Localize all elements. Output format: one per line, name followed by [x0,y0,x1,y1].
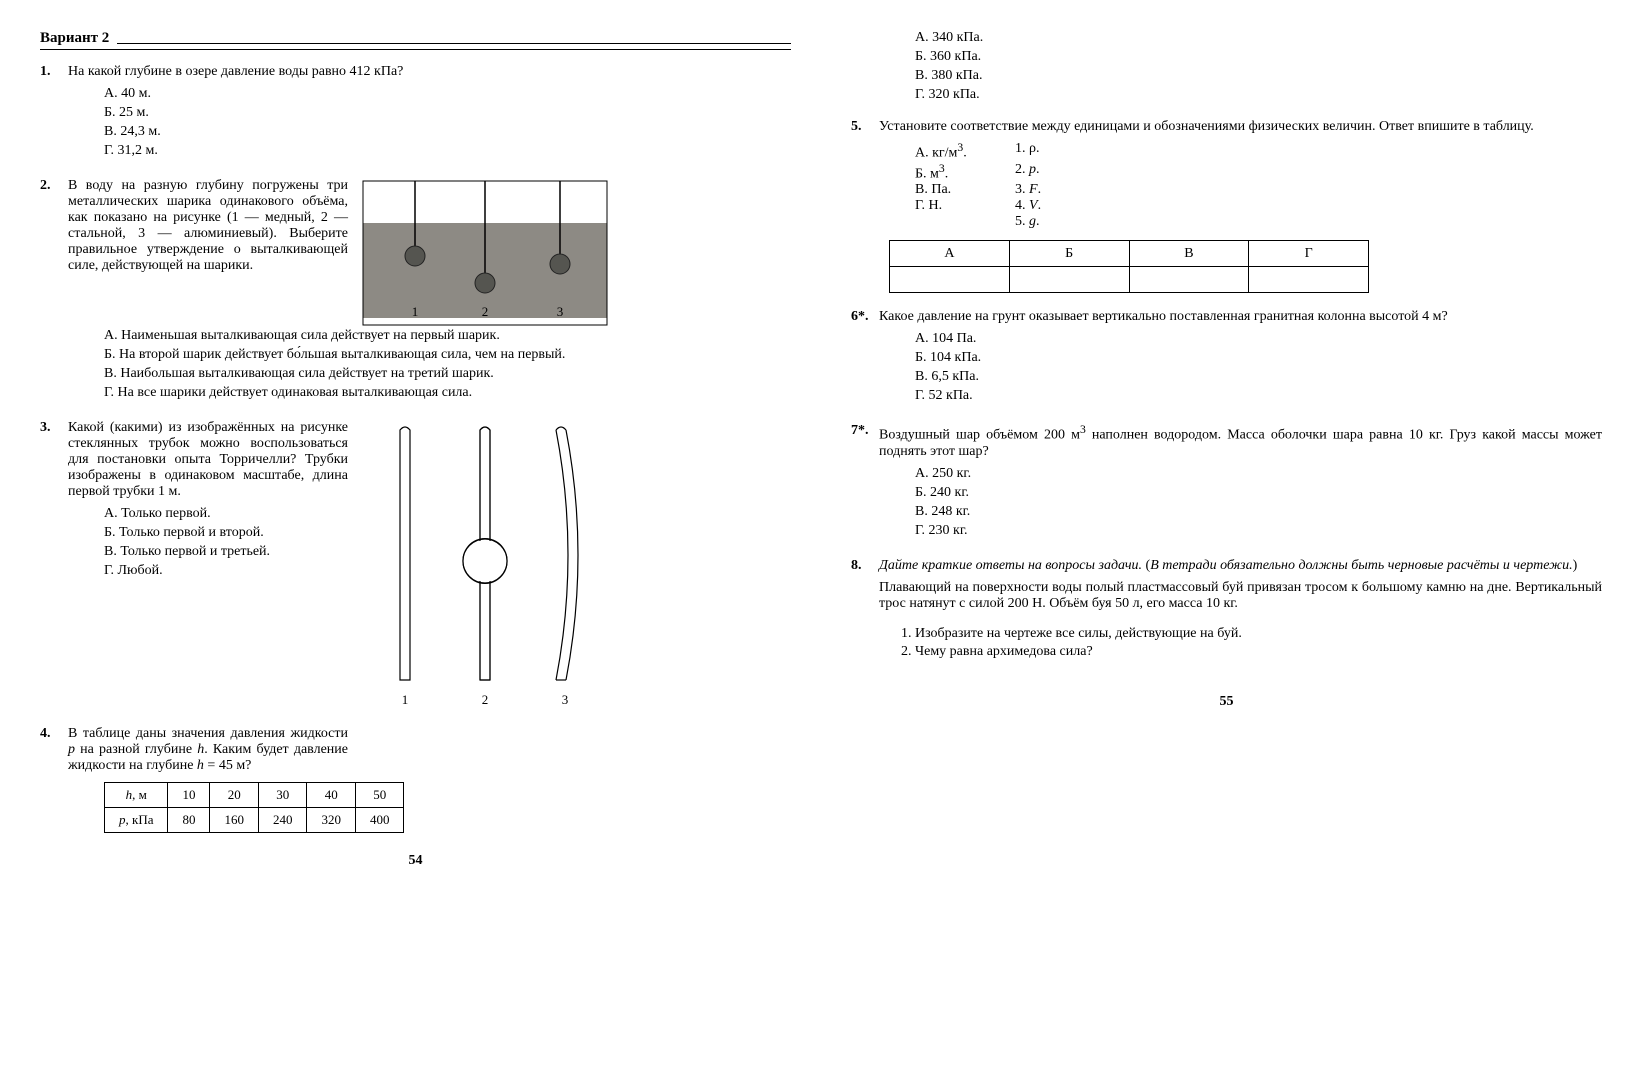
question-3: 3. Какой (какими) из изображённых на рис… [40,420,791,710]
q8-prompt: Дайте краткие ответы на вопросы задачи. … [879,558,1602,574]
q5-text: Установите соответствие между единицами … [879,119,1602,135]
q6-opt-d: Г. 52 кПа. [915,388,1602,404]
q6-opt-b: Б. 104 кПа. [915,350,1602,366]
q6-opt-c: В. 6,5 кПа. [915,369,1602,385]
q5-right-2: 2. p. [1015,162,1040,183]
q1-num: 1. [40,64,68,162]
variant-header: Вариант 2 [40,30,791,50]
q4-table: h, м 10 20 30 40 50 p, кПа 80 160 240 32… [104,782,404,833]
svg-text:1: 1 [412,304,419,319]
question-5: 5. Установите соответствие между единица… [851,119,1602,293]
question-7: 7*. Воздушный шар объёмом 200 м3 наполне… [851,423,1602,542]
q5-answer-table: А Б В Г [889,240,1369,293]
q3-text: Какой (какими) из изображённых на рисунк… [68,420,348,500]
q5-right-1: 1. ρ. [1015,141,1040,162]
q2-figure: 1 2 3 [360,178,791,328]
q1-opt-c: В. 24,3 м. [104,124,791,140]
q7-opt-d: Г. 230 кг. [915,523,1602,539]
q3-opt-a: А. Только первой. [104,506,348,522]
q1-opt-d: Г. 31,2 м. [104,143,791,159]
q5-left-d: Г. Н. [915,198,1015,214]
q4-text: В таблице даны значения давления жидкост… [68,726,348,774]
q1-opt-b: Б. 25 м. [104,105,791,121]
question-1: 1. На какой глубине в озере давление вод… [40,64,791,162]
q4-p-label: p, кПа [105,808,168,833]
svg-text:2: 2 [482,304,489,319]
q4-h-label: h, м [105,783,168,808]
svg-text:3: 3 [557,304,564,319]
page-left: Вариант 2 1. На какой глубине в озере да… [40,30,791,869]
q5-hdr-d: Г [1249,241,1369,267]
q5-left-b: Б. м3. [915,162,1015,183]
svg-text:3: 3 [562,692,569,707]
q2-num: 2. [40,178,68,404]
q8-subquestions: Изобразите на чертеже все силы, действую… [879,626,1602,660]
q6-num: 6*. [851,309,879,407]
q5-right-3: 3. F. [1015,182,1041,198]
q5-ans-a[interactable] [890,267,1010,293]
q4-num: 4. [40,726,68,833]
q5-hdr-a: А [890,241,1010,267]
q3-figure: 1 2 3 [360,420,791,710]
q1-text: На какой глубине в озере давление воды р… [68,64,791,80]
q2-opt-b: Б. На второй шарик действует бо́льшая вы… [104,347,791,363]
q8-text: Плавающий на поверхности воды полый плас… [879,580,1602,612]
q1-opt-a: А. 40 м. [104,86,791,102]
q2-opt-c: В. Наибольшая выталкивающая сила действу… [104,366,791,382]
page-num-left: 54 [40,853,791,869]
q6-text: Какое давление на грунт оказывает вертик… [879,309,1602,325]
variant-label: Вариант 2 [40,30,109,47]
q5-hdr-b: Б [1009,241,1129,267]
q5-ans-c[interactable] [1129,267,1249,293]
question-6: 6*. Какое давление на грунт оказывает ве… [851,309,1602,407]
q4-opt-c: В. 380 кПа. [915,68,1602,84]
svg-text:2: 2 [482,692,489,707]
q2-opt-d: Г. На все шарики действует одинаковая вы… [104,385,791,401]
q3-opt-d: Г. Любой. [104,563,348,579]
q7-opt-b: Б. 240 кг. [915,485,1602,501]
question-4: 4. В таблице даны значения давления жидк… [40,726,791,833]
q8-num: 8. [851,558,879,674]
q8-sub1: Изобразите на чертеже все силы, действую… [915,626,1602,642]
q3-num: 3. [40,420,68,710]
q5-hdr-c: В [1129,241,1249,267]
q7-opt-c: В. 248 кг. [915,504,1602,520]
q4-opt-b: Б. 360 кПа. [915,49,1602,65]
q5-right-4: 4. V. [1015,198,1041,214]
q2-opt-a: А. Наименьшая выталкивающая сила действу… [104,328,791,344]
q5-left-a: А. кг/м3. [915,141,1015,162]
q6-opt-a: А. 104 Па. [915,331,1602,347]
q5-num: 5. [851,119,879,293]
q5-ans-d[interactable] [1249,267,1369,293]
page-right: А. 340 кПа. Б. 360 кПа. В. 380 кПа. Г. 3… [851,30,1602,869]
q7-num: 7*. [851,423,879,542]
svg-text:1: 1 [402,692,409,707]
q5-left-c: В. Па. [915,182,1015,198]
question-8: 8. Дайте краткие ответы на вопросы задач… [851,558,1602,674]
q5-ans-b[interactable] [1009,267,1129,293]
page-num-right: 55 [851,694,1602,710]
q4-opt-d: Г. 320 кПа. [915,87,1602,103]
question-2: 2. В воду на разную глубину погружены тр… [40,178,791,404]
q3-opt-b: Б. Только первой и второй. [104,525,348,541]
q7-text: Воздушный шар объёмом 200 м3 наполнен во… [879,423,1602,460]
q8-sub2: Чему равна архимедова сила? [915,644,1602,660]
q4-opt-a: А. 340 кПа. [915,30,1602,46]
q3-opt-c: В. Только первой и третьей. [104,544,348,560]
q5-right-5: 5. g. [1015,214,1040,230]
q7-opt-a: А. 250 кг. [915,466,1602,482]
q2-text: В воду на разную глубину погружены три м… [68,178,348,274]
